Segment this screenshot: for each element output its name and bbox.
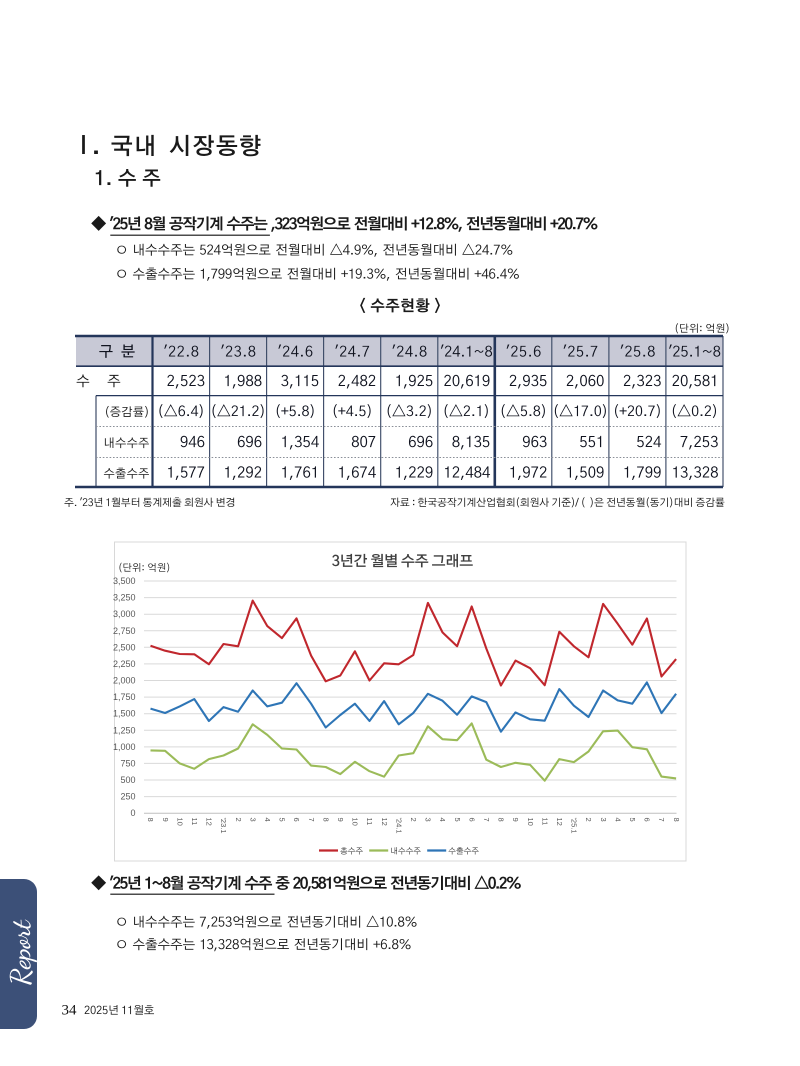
svg-text:12: 12 <box>205 818 214 826</box>
svg-text:34: 34 <box>62 1003 78 1019</box>
svg-text:1,750: 1,750 <box>113 692 136 702</box>
svg-text:8: 8 <box>497 818 506 822</box>
svg-text:1,000: 1,000 <box>113 742 136 752</box>
svg-text:'25.1: '25.1 <box>570 818 579 834</box>
svg-text:1,250: 1,250 <box>113 725 136 735</box>
svg-text:3,250: 3,250 <box>113 593 136 603</box>
svg-text:750: 750 <box>120 758 135 768</box>
svg-text:10: 10 <box>175 818 184 826</box>
svg-text:8: 8 <box>146 818 155 822</box>
svg-text:2: 2 <box>234 818 243 822</box>
svg-text:9: 9 <box>336 818 345 822</box>
svg-text:4: 4 <box>263 818 272 822</box>
svg-text:2,250: 2,250 <box>113 659 136 669</box>
svg-text:8: 8 <box>321 818 330 822</box>
svg-text:11: 11 <box>540 818 549 826</box>
svg-text:7: 7 <box>482 818 491 822</box>
svg-text:12: 12 <box>380 818 389 826</box>
svg-text:3: 3 <box>424 818 433 822</box>
svg-text:8: 8 <box>672 818 681 822</box>
svg-text:7: 7 <box>657 818 666 822</box>
svg-text:12: 12 <box>555 818 564 826</box>
svg-text:10: 10 <box>526 818 535 826</box>
svg-text:5: 5 <box>278 818 287 822</box>
svg-text:2,500: 2,500 <box>113 642 136 652</box>
svg-text:3: 3 <box>599 818 608 822</box>
svg-text:6: 6 <box>292 818 301 822</box>
svg-text:4: 4 <box>438 818 447 822</box>
svg-text:6: 6 <box>643 818 652 822</box>
svg-text:2: 2 <box>409 818 418 822</box>
svg-text:1,500: 1,500 <box>113 709 136 719</box>
svg-text:2,000: 2,000 <box>113 676 136 686</box>
svg-text:5: 5 <box>628 818 637 822</box>
svg-text:'24.1: '24.1 <box>394 818 403 834</box>
svg-text:9: 9 <box>161 818 170 822</box>
svg-text:4: 4 <box>613 818 622 822</box>
svg-text:3: 3 <box>248 818 257 822</box>
svg-text:6: 6 <box>467 818 476 822</box>
svg-text:9: 9 <box>511 818 520 822</box>
svg-text:7: 7 <box>307 818 316 822</box>
svg-text:3,500: 3,500 <box>113 576 136 586</box>
svg-text:500: 500 <box>120 775 135 785</box>
svg-text:11: 11 <box>365 818 374 826</box>
svg-text:11: 11 <box>190 818 199 826</box>
svg-text:2: 2 <box>584 818 593 822</box>
svg-text:2,750: 2,750 <box>113 626 136 636</box>
svg-text:0: 0 <box>130 808 135 818</box>
svg-text:10: 10 <box>351 818 360 826</box>
svg-text:'23.1: '23.1 <box>219 818 228 834</box>
svg-text:250: 250 <box>120 792 135 802</box>
svg-text:3,000: 3,000 <box>113 609 136 619</box>
svg-text:5: 5 <box>453 818 462 822</box>
